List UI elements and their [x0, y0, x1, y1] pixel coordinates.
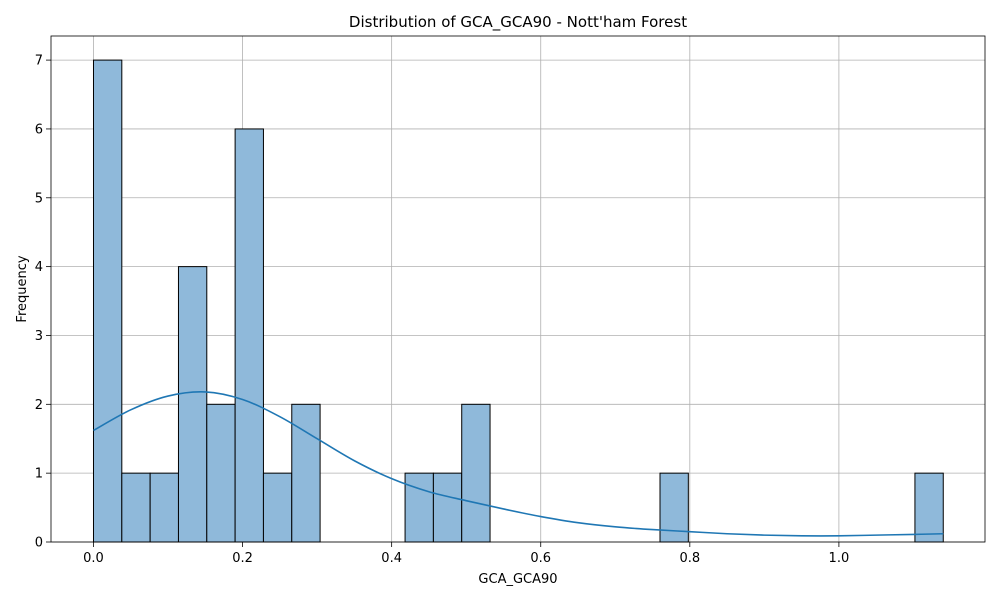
histogram-bar	[177, 266, 208, 543]
histogram-bar	[121, 472, 151, 543]
y-tick-label: 2	[35, 398, 43, 413]
y-tick-label: 1	[35, 467, 43, 482]
histogram-bar	[149, 472, 179, 543]
histogram-bar	[234, 128, 264, 543]
histogram-bar	[206, 403, 236, 543]
histogram-bar	[262, 472, 293, 543]
histogram-bar	[461, 403, 491, 543]
chart-title: Distribution of GCA_GCA90 - Nott'ham For…	[349, 13, 687, 32]
y-tick-label: 6	[35, 122, 43, 137]
x-tick-label: 0.0	[83, 551, 104, 566]
y-tick-label: 4	[35, 260, 43, 275]
histogram-bar	[92, 59, 123, 543]
y-axis-label: Frequency	[15, 255, 30, 322]
histogram-bar	[291, 403, 321, 543]
x-axis-label: GCA_GCA90	[478, 572, 557, 587]
x-tick-label: 1.0	[829, 551, 850, 566]
x-tick-label: 0.8	[679, 551, 700, 566]
histogram-bars	[92, 59, 944, 543]
kde-curve	[93, 391, 944, 537]
y-tick-label: 0	[35, 536, 43, 551]
histogram-bar	[432, 472, 463, 543]
y-axis-ticks: 0 1 2 3 4 5 6 7	[35, 54, 51, 551]
histogram-bar	[404, 472, 434, 543]
histogram-bar	[914, 472, 944, 543]
plot-frame	[50, 35, 986, 543]
x-tick-label: 0.2	[232, 551, 253, 566]
y-tick-label: 5	[35, 191, 43, 206]
y-tick-label: 7	[35, 54, 43, 69]
x-axis-ticks: 0.0 0.2 0.4 0.6 0.8 1.0	[83, 542, 849, 566]
y-tick-label: 3	[35, 329, 43, 344]
x-tick-label: 0.4	[381, 551, 402, 566]
x-tick-label: 0.6	[530, 551, 551, 566]
